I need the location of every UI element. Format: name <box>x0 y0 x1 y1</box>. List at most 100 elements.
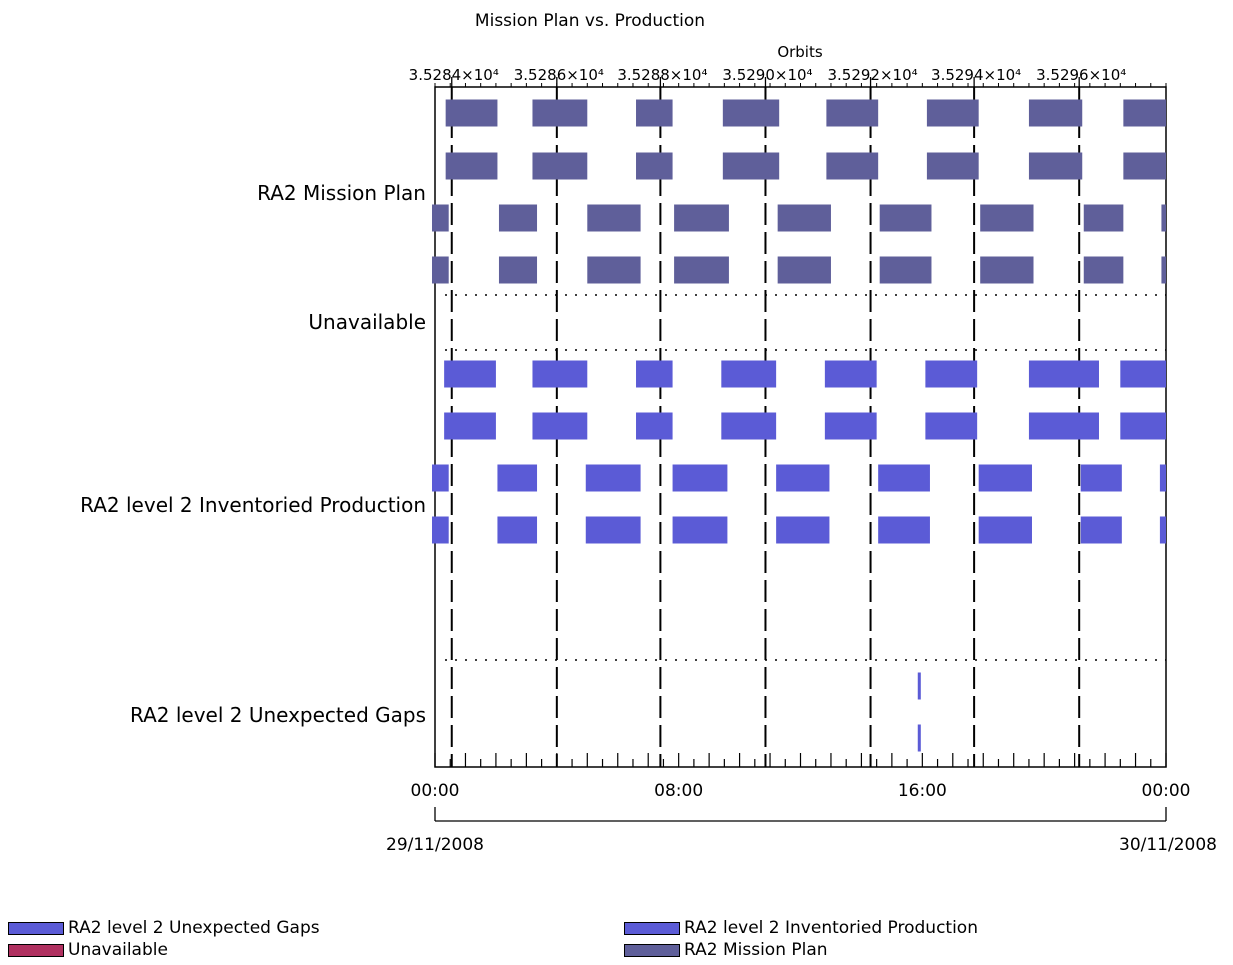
time-tick-label: 00:00 <box>411 781 460 801</box>
bar-0 <box>636 99 673 127</box>
bar-2 <box>824 412 877 440</box>
legend-label: RA2 Mission Plan <box>684 940 828 960</box>
legend-item: RA2 level 2 Unexpected Gaps <box>8 918 320 938</box>
bar-2 <box>925 412 978 440</box>
bar-2 <box>636 360 673 388</box>
bar-2 <box>1080 464 1122 492</box>
bar-2 <box>721 412 777 440</box>
bar-0 <box>1083 204 1124 232</box>
top-axis-tick-label: 3.5294×10⁴ <box>931 66 1021 84</box>
bar-2 <box>585 464 641 492</box>
bar-2 <box>532 360 588 388</box>
legend-swatch <box>8 921 64 935</box>
date-label: 29/11/2008 <box>386 835 484 855</box>
bar-0 <box>980 204 1034 232</box>
top-axis-tick-label: 3.5290×10⁴ <box>722 66 812 84</box>
bar-0 <box>980 256 1034 284</box>
bar-0 <box>445 99 498 127</box>
bar-0 <box>674 256 729 284</box>
bar-2 <box>776 464 830 492</box>
top-axis-label: Orbits <box>777 43 823 61</box>
bar-0 <box>722 152 780 180</box>
bar-0 <box>826 99 879 127</box>
bar-2 <box>1120 360 1166 388</box>
top-axis-tick-label: 3.5292×10⁴ <box>827 66 917 84</box>
legend-label: RA2 level 2 Inventoried Production <box>684 918 978 938</box>
bar-0 <box>926 152 979 180</box>
legend-item: Unavailable <box>8 940 168 960</box>
bar-2 <box>776 516 830 544</box>
legend-swatch <box>624 921 680 935</box>
bar-2 <box>978 464 1032 492</box>
bar-2 <box>585 516 641 544</box>
legend-label: Unavailable <box>68 940 168 960</box>
chart-title: Mission Plan vs. Production <box>475 11 705 31</box>
bar-2 <box>444 412 496 440</box>
bar-0 <box>532 152 588 180</box>
category-label: RA2 level 2 Inventoried Production <box>80 493 426 517</box>
gap-bar <box>917 724 921 752</box>
bar-2 <box>878 516 930 544</box>
bar-2 <box>432 516 449 544</box>
top-axis-tick-label: 3.5288×10⁴ <box>617 66 707 84</box>
bar-0 <box>498 204 538 232</box>
production-block-bar <box>1070 360 1099 388</box>
bar-2 <box>672 464 728 492</box>
bar-2 <box>444 360 496 388</box>
gantt-chart: Mission Plan vs. Production Orbits 3.5284×… <box>80 11 1217 855</box>
bar-0 <box>532 99 588 127</box>
bar-0 <box>926 99 979 127</box>
bar-2 <box>497 464 538 492</box>
bar-0 <box>722 99 780 127</box>
bar-0 <box>636 152 673 180</box>
bar-0 <box>445 152 498 180</box>
bar-2 <box>1159 464 1166 492</box>
bar-2 <box>824 360 877 388</box>
bar-0 <box>1123 152 1166 180</box>
bar-0 <box>432 204 449 232</box>
bar-2 <box>1159 516 1166 544</box>
top-axis-tick-label: 3.5296×10⁴ <box>1036 66 1126 84</box>
category-label: RA2 level 2 Unexpected Gaps <box>130 703 426 727</box>
top-axis-tick-label: 3.5286×10⁴ <box>514 66 604 84</box>
bar-0 <box>1123 99 1166 127</box>
bar-2 <box>925 360 978 388</box>
legend-label: RA2 level 2 Unexpected Gaps <box>68 918 320 938</box>
legend-swatch <box>8 943 64 957</box>
legend-swatch <box>624 943 680 957</box>
bar-0 <box>674 204 729 232</box>
legend-item: RA2 level 2 Inventoried Production <box>624 918 978 938</box>
time-tick-label: 00:00 <box>1142 781 1191 801</box>
production-block-bar <box>1070 412 1099 440</box>
bar-0 <box>879 256 932 284</box>
category-label: RA2 Mission Plan <box>257 181 426 205</box>
bar-0 <box>826 152 879 180</box>
bar-0 <box>1161 256 1166 284</box>
bar-2 <box>532 412 588 440</box>
category-label: Unavailable <box>308 310 426 334</box>
bar-0 <box>879 204 932 232</box>
top-axis-tick-label: 3.5284×10⁴ <box>409 66 499 84</box>
bar-2 <box>978 516 1032 544</box>
bar-0 <box>587 256 641 284</box>
bar-0 <box>1161 204 1166 232</box>
bar-0 <box>1028 152 1083 180</box>
bar-2 <box>497 516 538 544</box>
time-tick-label: 08:00 <box>654 781 703 801</box>
bar-2 <box>878 464 930 492</box>
bar-0 <box>432 256 449 284</box>
time-tick-label: 16:00 <box>898 781 947 801</box>
bar-0 <box>777 204 831 232</box>
bar-0 <box>587 204 641 232</box>
legend-item: RA2 Mission Plan <box>624 940 828 960</box>
bar-0 <box>1083 256 1124 284</box>
bar-2 <box>1120 412 1166 440</box>
bar-2 <box>636 412 673 440</box>
gap-bar <box>917 672 921 700</box>
bar-2 <box>672 516 728 544</box>
bar-0 <box>1028 99 1083 127</box>
bar-2 <box>1080 516 1122 544</box>
date-label: 30/11/2008 <box>1119 835 1217 855</box>
bar-2 <box>721 360 777 388</box>
bar-0 <box>498 256 538 284</box>
